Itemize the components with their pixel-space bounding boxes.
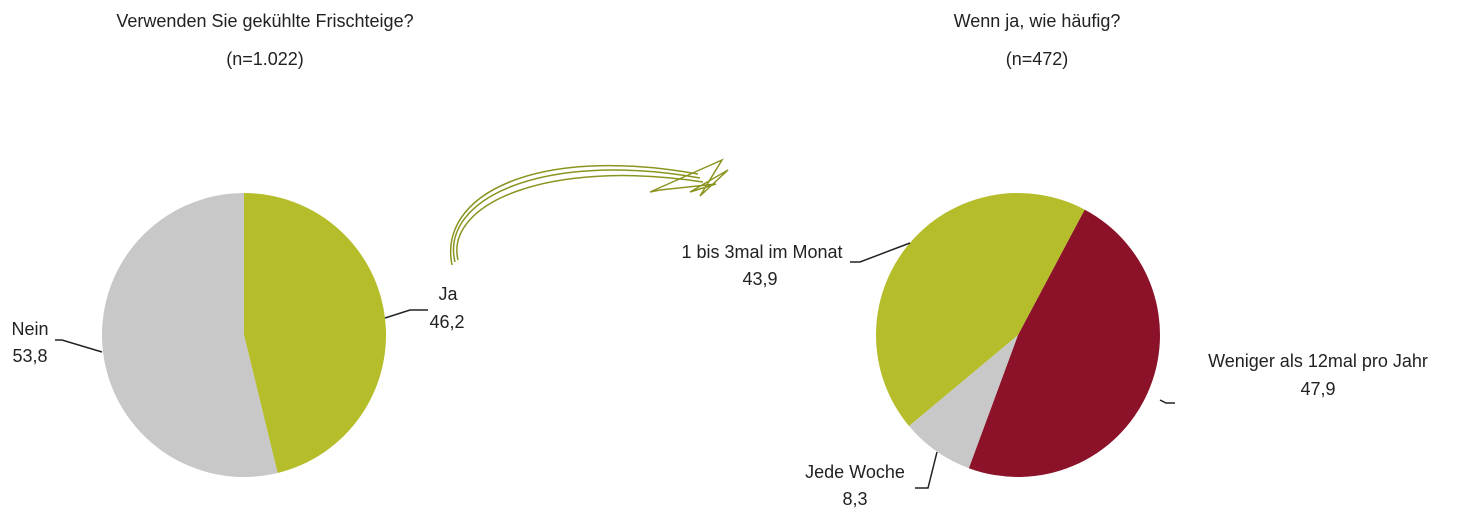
value-label: 8,3	[842, 489, 867, 509]
slice-label: 1 bis 3mal im Monat	[681, 242, 842, 262]
leader-line	[915, 452, 937, 488]
leader-line	[385, 310, 428, 318]
slice-label: Jede Woche	[805, 462, 905, 482]
chart-title: Verwenden Sie gekühlte Frischteige?	[116, 11, 413, 31]
chart-subtitle: (n=1.022)	[226, 49, 304, 69]
value-label: 43,9	[742, 269, 777, 289]
slice-label: Ja	[438, 284, 458, 304]
slice-label: Weniger als 12mal pro Jahr	[1208, 351, 1428, 371]
chart-title: Wenn ja, wie häufig?	[954, 11, 1121, 31]
slice-label: Nein	[11, 319, 48, 339]
chart-subtitle: (n=472)	[1006, 49, 1069, 69]
value-label: 53,8	[12, 346, 47, 366]
page: Verwenden Sie gekühlte Frischteige? (n=1.…	[0, 0, 1462, 515]
leader-line	[1160, 400, 1175, 403]
leader-line	[55, 340, 102, 352]
value-label: 47,9	[1300, 379, 1335, 399]
value-label: 46,2	[429, 312, 464, 332]
